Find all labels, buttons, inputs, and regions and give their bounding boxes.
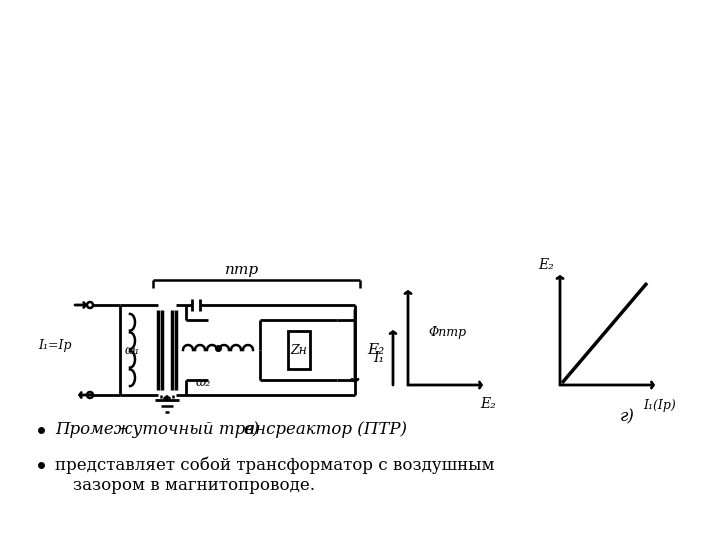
Text: ω₁: ω₁ [125, 343, 140, 356]
Text: Zн: Zн [290, 343, 307, 356]
Text: E₂: E₂ [480, 397, 496, 411]
Text: Φптр: Φптр [428, 326, 466, 339]
Text: E₂: E₂ [367, 343, 384, 357]
Text: ω₂: ω₂ [196, 376, 211, 389]
Text: представляет собой трансформатор с воздушным: представляет собой трансформатор с возду… [55, 456, 495, 474]
Text: E₂: E₂ [539, 258, 554, 272]
Text: в): в) [243, 422, 260, 438]
Text: зазором в магнитопроводе.: зазором в магнитопроводе. [73, 476, 315, 494]
Text: Промежуточный трансреактор (ПТР): Промежуточный трансреактор (ПТР) [55, 422, 407, 438]
Text: I₁(Iр): I₁(Iр) [644, 399, 676, 412]
Text: I₁: I₁ [373, 351, 384, 365]
Text: I₁=Iр: I₁=Iр [38, 339, 72, 352]
Bar [287, 331, 310, 369]
Text: птр: птр [225, 263, 258, 277]
Text: г): г) [620, 408, 635, 426]
